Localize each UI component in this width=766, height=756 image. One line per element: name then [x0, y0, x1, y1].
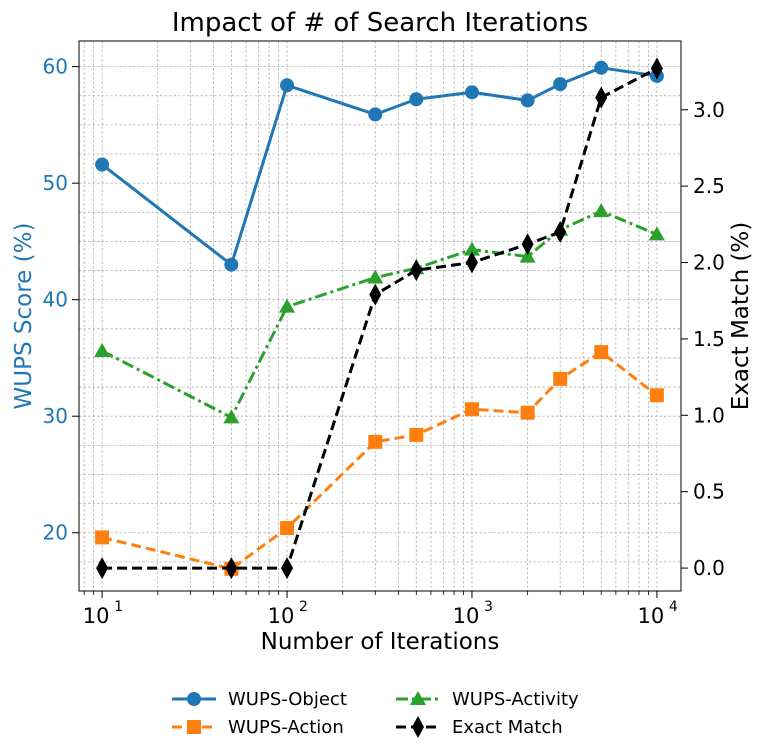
wups-action-point — [649, 388, 664, 403]
series-wups-object — [95, 60, 664, 272]
x-tick-label: 10 — [268, 604, 295, 628]
wups-object-point — [594, 60, 609, 75]
legend-item-wups-object: WUPS-Object — [172, 689, 347, 710]
exact-match-point — [465, 251, 478, 274]
y-axis-left-label: WUPS Score (%) — [11, 223, 37, 410]
exact-match-point — [554, 220, 567, 243]
y-right-tick-label: 0.5 — [693, 480, 725, 504]
wups-activity-point — [463, 241, 480, 256]
chart-title: Impact of # of Search Iterations — [172, 8, 588, 38]
wups-action-point — [553, 371, 568, 386]
wups-object-point — [553, 77, 568, 92]
wups-action-point — [368, 434, 383, 449]
exact-match-point — [225, 557, 238, 580]
legend-item-exact-match: Exact Match — [396, 716, 563, 738]
wups-action-point — [95, 530, 110, 545]
wups-activity-line — [101, 209, 658, 419]
y-right-tick-label: 3.0 — [693, 98, 725, 122]
wups-action-point — [280, 521, 295, 536]
wups-object-point — [520, 93, 535, 108]
y-left-tick-label: 50 — [43, 171, 68, 195]
series-wups-activity — [94, 203, 665, 424]
legend-item-wups-activity: WUPS-Activity — [396, 689, 579, 710]
legend-marker — [412, 716, 424, 738]
x-tick-label: 10 — [453, 604, 480, 628]
y-left-tick-label: 30 — [43, 404, 68, 428]
x-tick-label-exponent: 2 — [299, 599, 308, 615]
y-right-tick-label: 0.0 — [693, 556, 725, 580]
wups-action-point — [409, 427, 424, 442]
legend-marker — [187, 720, 201, 734]
y-right-tick-label: 2.0 — [693, 251, 725, 275]
legend-label: WUPS-Object — [228, 689, 347, 710]
legend-marker — [187, 692, 201, 706]
series-wups-action — [95, 345, 664, 576]
wups-object-point — [95, 157, 110, 172]
wups-activity-point — [223, 409, 240, 424]
exact-match-line — [102, 67, 658, 570]
exact-match-point — [595, 86, 608, 109]
x-tick-label: 10 — [638, 604, 665, 628]
x-tick-label-exponent: 4 — [669, 599, 678, 615]
legend: WUPS-Object WUPS-Action WUPS-Activity Exact… — [172, 689, 579, 738]
wups-object-point — [409, 92, 424, 107]
wups-object-point — [464, 85, 479, 100]
y-left-tick-label: 60 — [43, 55, 68, 79]
y-left-tick-label: 40 — [43, 288, 68, 312]
legend-label: Exact Match — [452, 717, 563, 738]
legend-label: WUPS-Activity — [452, 689, 579, 710]
y-left-tick-label: 20 — [43, 521, 68, 545]
exact-match-point — [650, 57, 663, 80]
x-axis-label: Number of Iterations — [261, 629, 500, 655]
wups-activity-point — [648, 226, 665, 241]
x-tick-label: 10 — [83, 604, 110, 628]
axes: 10 1 10 2 10 3 10 420304050600.00.51.01.52.02.5… — [43, 55, 725, 628]
series-exact-match — [96, 57, 663, 580]
legend-label: WUPS-Action — [228, 717, 344, 738]
legend-marker — [410, 691, 426, 705]
wups-object-point — [280, 78, 295, 93]
plot-frame — [78, 40, 682, 592]
legend-item-wups-action: WUPS-Action — [172, 717, 344, 738]
wups-object-point — [368, 107, 383, 122]
exact-match-point — [96, 557, 109, 580]
wups-object-point — [224, 257, 239, 272]
wups-object-line — [101, 66, 658, 267]
y-right-tick-label: 2.5 — [693, 174, 725, 198]
exact-match-point — [410, 259, 423, 282]
exact-match-point — [521, 233, 534, 256]
wups-action-line — [101, 350, 658, 571]
wups-activity-point — [279, 298, 296, 313]
wups-activity-point — [593, 203, 610, 218]
wups-action-point — [464, 402, 479, 417]
series-layer — [94, 57, 665, 580]
exact-match-point — [281, 557, 294, 580]
wups-activity-point — [367, 269, 384, 284]
exact-match-point — [369, 283, 382, 306]
x-tick-label-exponent: 1 — [114, 599, 123, 615]
x-tick-label-exponent: 3 — [484, 599, 493, 615]
y-axis-right-label: Exact Match (%) — [728, 222, 754, 411]
wups-action-point — [594, 345, 609, 360]
y-right-tick-label: 1.5 — [693, 327, 725, 351]
grid — [79, 41, 681, 592]
wups-activity-point — [94, 342, 111, 357]
wups-action-point — [520, 405, 535, 420]
y-right-tick-label: 1.0 — [693, 403, 725, 427]
wups-activity-point — [519, 248, 536, 263]
